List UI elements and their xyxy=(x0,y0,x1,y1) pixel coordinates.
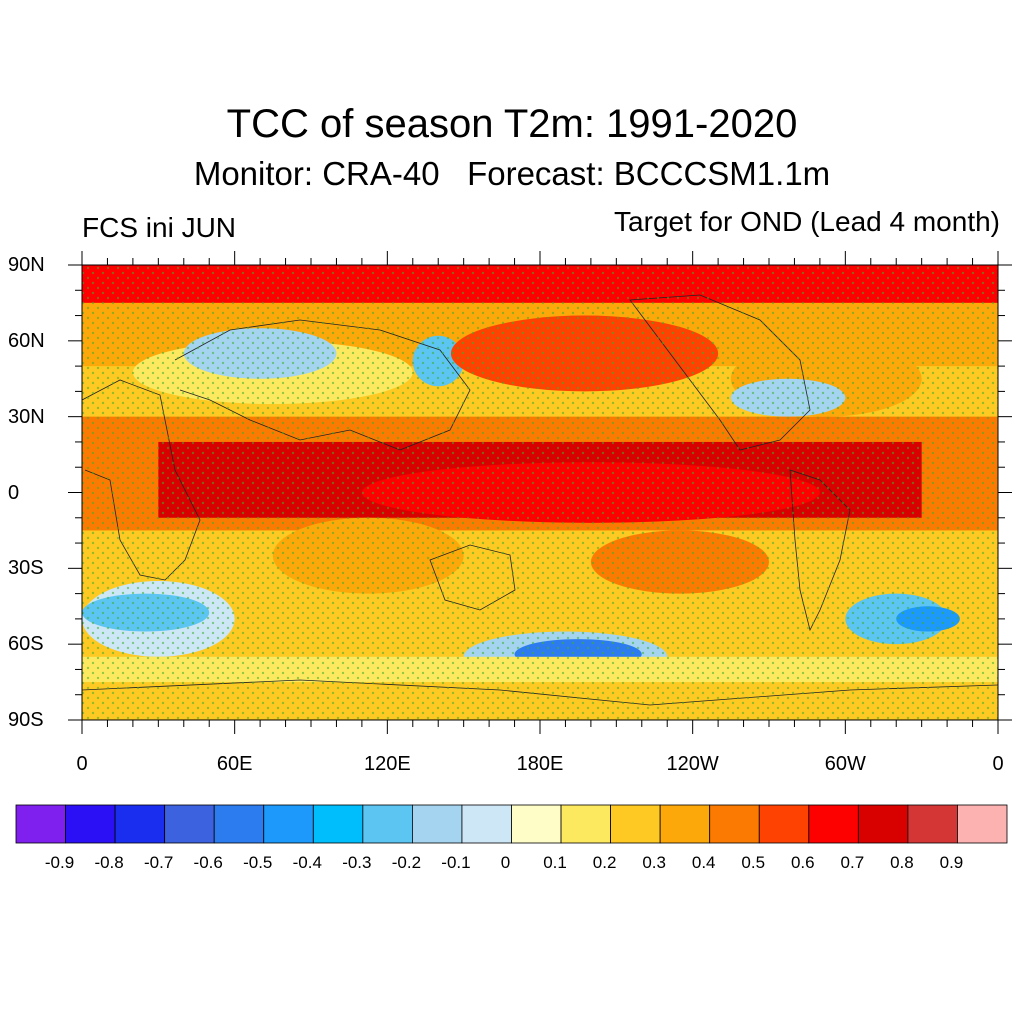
colorbar-label: -0.1 xyxy=(441,853,471,872)
colorbar-swatch xyxy=(461,804,512,844)
colorbar-swatch xyxy=(362,804,413,844)
colorbar-label: 0.3 xyxy=(642,853,666,872)
target-label: Target for OND (Lead 4 month) xyxy=(614,206,1000,237)
colorbar-label: 0.1 xyxy=(543,853,567,872)
lat-label: 90N xyxy=(8,254,45,276)
colorbar-swatch xyxy=(263,804,314,844)
map-title: TCC of season T2m: 1991-2020 xyxy=(226,102,798,146)
lon-label: 60E xyxy=(216,753,253,775)
colorbar-label: 0.7 xyxy=(840,853,865,872)
lat-label: 90S xyxy=(8,709,44,731)
lat-label: 0 xyxy=(8,481,20,504)
lon-label: 120E xyxy=(363,753,411,775)
map-subtitle: Monitor: CRA-40 Forecast: BCCCSM1.1m xyxy=(193,155,831,192)
lat-label: 60N xyxy=(8,329,45,352)
colorbar-label: 0.6 xyxy=(790,853,815,872)
colorbar-label: 0.9 xyxy=(939,853,964,872)
colorbar-label: -0.3 xyxy=(342,853,372,872)
colorbar-label: 0.5 xyxy=(741,853,766,872)
lat-label: 30S xyxy=(8,557,44,580)
colorbar-label: -0.8 xyxy=(94,853,124,872)
colorbar-swatch xyxy=(114,804,166,844)
colorbar-label: 0 xyxy=(500,853,511,872)
colorbar-swatch xyxy=(312,804,364,844)
lon-label: 0 xyxy=(992,753,1004,775)
colorbar-label: -0.7 xyxy=(143,853,174,872)
colorbar-swatch xyxy=(560,804,611,844)
colorbar-label: -0.4 xyxy=(292,853,322,872)
colorbar-swatch xyxy=(857,804,909,844)
lon-label: 60W xyxy=(824,753,866,775)
axis-ticks xyxy=(68,251,1012,734)
colorbar-label: -0.9 xyxy=(44,853,75,872)
colorbar-label: -0.5 xyxy=(243,853,273,872)
lon-label: 120W xyxy=(666,753,719,775)
init-label: FCS ini JUN xyxy=(82,212,237,243)
significance-stippling xyxy=(82,265,998,720)
colorbar-label: 0.4 xyxy=(691,853,716,872)
lon-label: 180E xyxy=(516,753,564,775)
colorbar-swatch xyxy=(213,804,265,844)
colorbar-swatch xyxy=(610,804,661,844)
colorbar-swatch xyxy=(957,804,1008,844)
colorbar-swatch xyxy=(758,804,810,844)
colorbar-swatch xyxy=(709,804,760,844)
colorbar-label: -0.6 xyxy=(193,853,223,872)
colorbar-swatch xyxy=(15,804,66,844)
colorbar-label: 0.2 xyxy=(592,853,617,872)
lon-label: 0 xyxy=(76,753,88,775)
colorbar xyxy=(15,804,1008,844)
colorbar-swatch xyxy=(411,804,463,844)
colorbar-swatch xyxy=(907,804,958,844)
colorbar-swatch xyxy=(511,804,562,844)
colorbar-label: -0.2 xyxy=(391,853,422,872)
lat-label: 60S xyxy=(8,633,44,656)
colorbar-swatch xyxy=(808,804,859,844)
colorbar-swatch xyxy=(164,804,215,844)
colorbar-swatch xyxy=(65,804,116,844)
colorbar-swatch xyxy=(659,804,711,844)
colorbar-label: 0.8 xyxy=(890,853,914,872)
lat-label: 30N xyxy=(8,405,45,428)
